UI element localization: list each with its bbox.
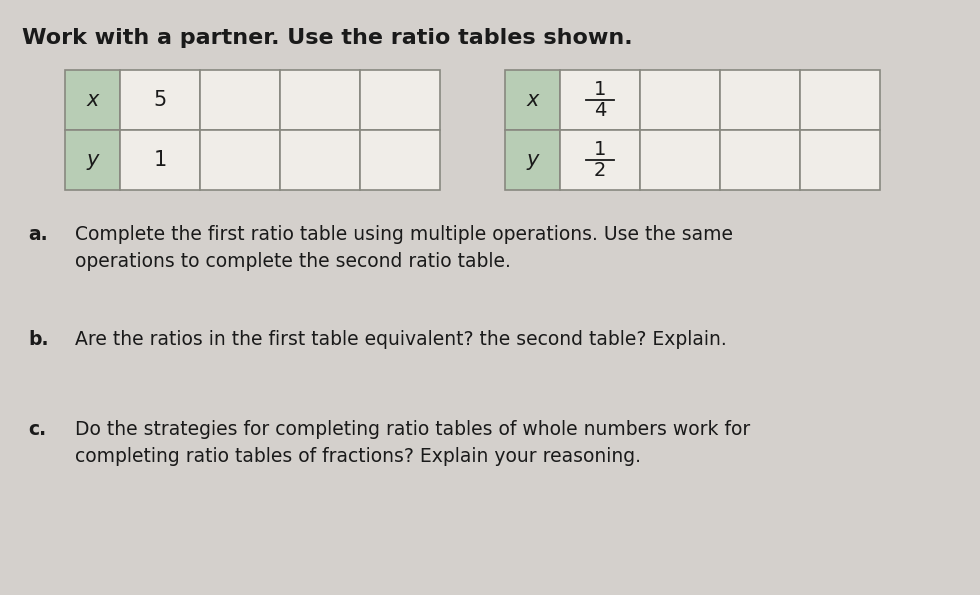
Bar	[120, 70, 200, 130]
Bar	[200, 130, 280, 190]
Bar	[800, 130, 880, 190]
Bar	[280, 130, 360, 190]
Text: b.: b.	[28, 330, 48, 349]
Bar	[505, 70, 560, 130]
Text: 1: 1	[594, 80, 607, 99]
Text: 2: 2	[594, 161, 607, 180]
Bar	[720, 70, 800, 130]
Bar	[65, 70, 120, 130]
Bar	[200, 70, 280, 130]
Bar	[800, 70, 880, 130]
Text: x: x	[86, 90, 99, 110]
Text: Complete the first ratio table using multiple operations. Use the same
operation: Complete the first ratio table using mul…	[75, 225, 733, 271]
Text: Work with a partner. Use the ratio tables shown.: Work with a partner. Use the ratio table…	[22, 28, 633, 48]
Text: Are the ratios in the first table equivalent? the second table? Explain.: Are the ratios in the first table equiva…	[75, 330, 727, 349]
Text: a.: a.	[28, 225, 48, 244]
Text: y: y	[86, 150, 99, 170]
Bar	[360, 70, 440, 130]
Bar	[640, 130, 720, 190]
Text: 1: 1	[594, 140, 607, 159]
Text: c.: c.	[28, 420, 46, 439]
Bar	[505, 130, 560, 190]
Text: 4: 4	[594, 101, 607, 120]
Bar	[120, 130, 200, 190]
Bar	[560, 130, 640, 190]
Text: x: x	[526, 90, 539, 110]
Bar	[280, 70, 360, 130]
Text: y: y	[526, 150, 539, 170]
Text: 5: 5	[154, 90, 167, 110]
Text: 1: 1	[154, 150, 167, 170]
Bar	[360, 130, 440, 190]
Text: Do the strategies for completing ratio tables of whole numbers work for
completi: Do the strategies for completing ratio t…	[75, 420, 751, 466]
Bar	[65, 130, 120, 190]
Bar	[640, 70, 720, 130]
Bar	[720, 130, 800, 190]
Bar	[560, 70, 640, 130]
